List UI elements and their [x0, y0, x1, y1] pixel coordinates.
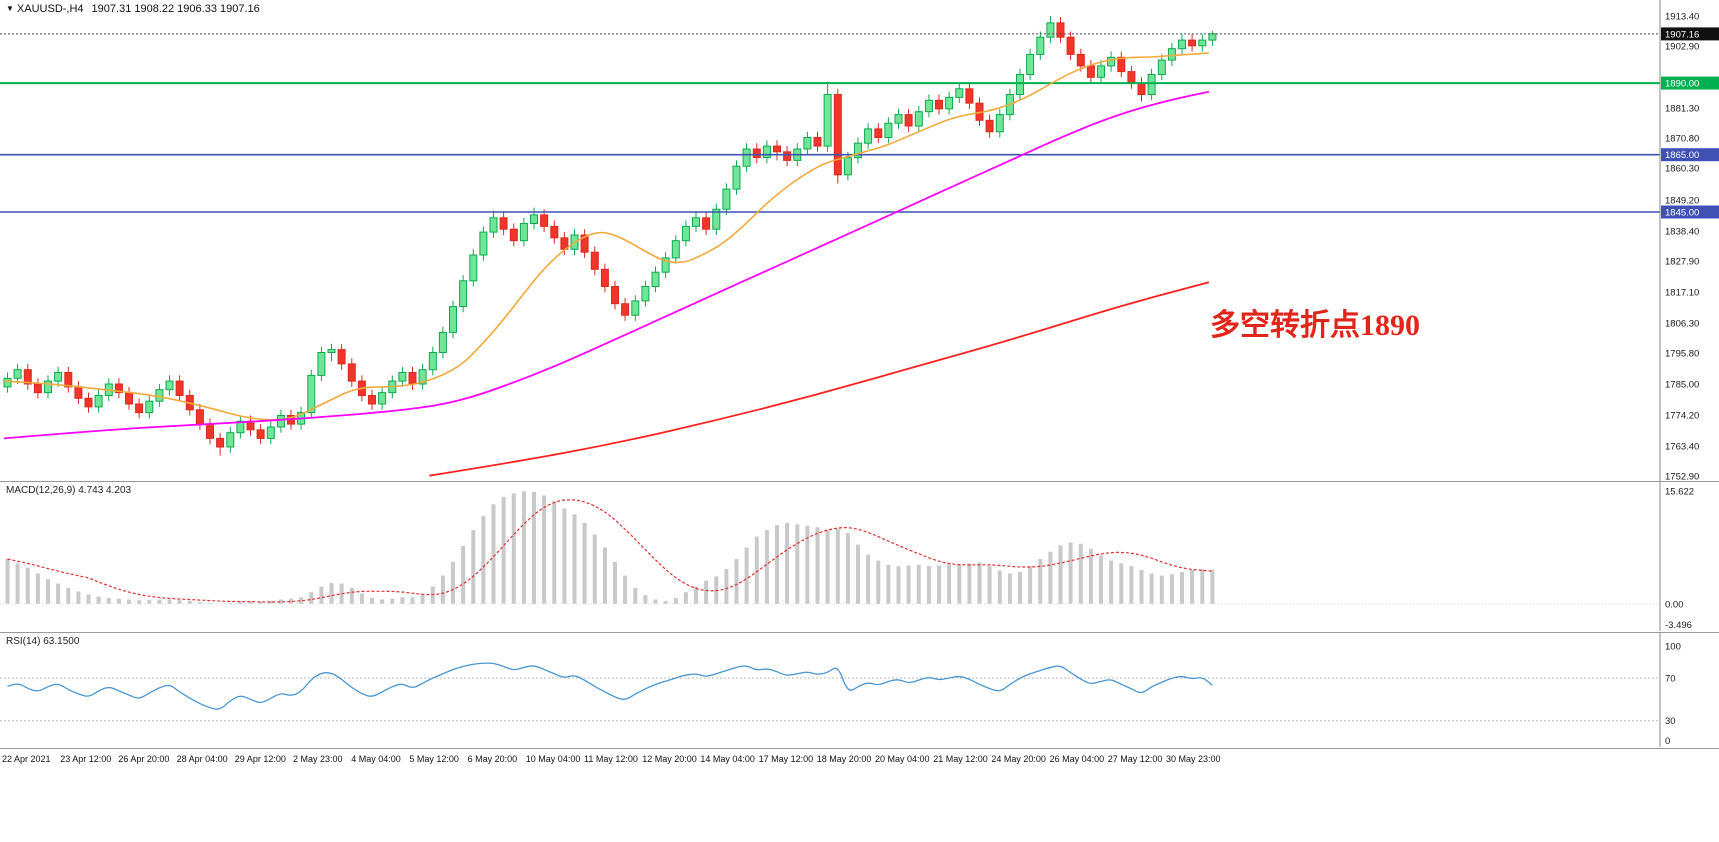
price-badge [1661, 76, 1719, 90]
time-label: 6 May 20:00 [467, 754, 518, 764]
svg-text:30: 30 [1665, 716, 1676, 727]
time-label: 26 Apr 20:00 [118, 754, 170, 764]
time-label: 27 May 12:00 [1107, 754, 1163, 764]
ma-mid-magenta [3, 90, 1210, 440]
time-label: 20 May 04:00 [875, 754, 930, 764]
time-label: 5 May 12:00 [409, 754, 459, 764]
svg-text:0: 0 [1665, 736, 1670, 747]
svg-text:1913.40: 1913.40 [1665, 12, 1699, 23]
svg-text:-3.496: -3.496 [1665, 620, 1692, 631]
time-label: 22 Apr 2021 [2, 754, 51, 764]
bottom-whitespace [0, 770, 1719, 842]
svg-text:1785.00: 1785.00 [1665, 380, 1699, 391]
time-label: 21 May 12:00 [933, 754, 988, 764]
time-label: 10 May 04:00 [525, 754, 581, 764]
symbol-timeframe-label: XAUUSD-,H4 [16, 3, 84, 15]
macd-axis[interactable]: 15.622 0.00 -3.496 [1659, 482, 1694, 631]
svg-text:1865.00: 1865.00 [1665, 150, 1699, 161]
svg-text:1890.00: 1890.00 [1665, 79, 1699, 90]
svg-text:1763.40: 1763.40 [1665, 441, 1699, 452]
rsi-label: RSI(14) 63.1500 [6, 636, 80, 647]
svg-text:1907.16: 1907.16 [1665, 29, 1699, 40]
symbol-marker-icon: ▼ [6, 4, 14, 13]
time-label: 28 Apr 04:00 [176, 754, 228, 764]
svg-text:70: 70 [1665, 674, 1676, 685]
time-label: 24 May 20:00 [991, 754, 1046, 764]
svg-text:0.00: 0.00 [1665, 599, 1684, 610]
time-label: 14 May 04:00 [700, 754, 755, 764]
ohlc-values: 1907.31 1908.22 1906.33 1907.16 [91, 3, 260, 15]
svg-text:1838.40: 1838.40 [1665, 226, 1699, 237]
rsi-canvas[interactable]: 100 70 30 0 [0, 633, 1719, 747]
svg-text:1845.00: 1845.00 [1665, 208, 1699, 219]
time-label: 2 May 23:00 [293, 754, 343, 764]
rsi-panel[interactable]: 100 70 30 0 RSI(14) 63.1500 [0, 632, 1719, 748]
price-badge [1661, 205, 1719, 219]
svg-text:1827.90: 1827.90 [1665, 257, 1699, 268]
candles-group [3, 16, 1217, 456]
svg-text:100: 100 [1665, 642, 1681, 653]
price-badge [1661, 148, 1719, 162]
price-badge [1661, 27, 1719, 41]
ma-slow-red [429, 281, 1210, 477]
time-label: 17 May 12:00 [758, 754, 814, 764]
rsi-line [7, 662, 1213, 710]
time-label: 18 May 20:00 [816, 754, 872, 764]
svg-text:1774.20: 1774.20 [1665, 410, 1699, 421]
time-label: 26 May 04:00 [1049, 754, 1105, 764]
svg-text:1795.80: 1795.80 [1665, 349, 1699, 360]
time-label: 29 Apr 12:00 [234, 754, 286, 764]
price-axis[interactable]: 1913.40 1902.90 1881.30 1870.80 1860.30 1849.… [1659, 0, 1719, 482]
svg-text:1870.80: 1870.80 [1665, 134, 1699, 145]
moving-averages-group [3, 52, 1210, 477]
macd-panel[interactable]: 15.622 0.00 -3.496 MACD(12,26,9) 4.743 4.2… [0, 481, 1719, 632]
macd-signal-line [7, 499, 1213, 603]
horizontal-level-lines[interactable] [0, 33, 1660, 213]
svg-text:1860.30: 1860.30 [1665, 164, 1699, 175]
rsi-axis[interactable]: 100 70 30 0 [1659, 633, 1681, 747]
time-axis[interactable]: 22 Apr 2021 23 Apr 12:00 26 Apr 20:00 28 Ap… [0, 748, 1719, 770]
annotation-text: 多空转折点1890 [1210, 309, 1420, 342]
macd-canvas[interactable]: 15.622 0.00 -3.496 [0, 482, 1719, 631]
svg-text:1849.20: 1849.20 [1665, 196, 1699, 207]
svg-text:1881.30: 1881.30 [1665, 104, 1699, 115]
svg-text:1806.30: 1806.30 [1665, 318, 1699, 329]
macd-histogram [5, 491, 1215, 604]
main-price-panel[interactable]: 1913.40 1902.90 1881.30 1870.80 1860.30 1849.… [0, 0, 1719, 481]
time-label: 11 May 12:00 [584, 754, 638, 764]
time-label: 12 May 20:00 [642, 754, 697, 764]
macd-label: MACD(12,26,9) 4.743 4.203 [6, 485, 132, 496]
svg-text:1752.90: 1752.90 [1665, 472, 1699, 482]
time-label: 30 May 23:00 [1166, 754, 1221, 764]
symbol-ohlc-header: ▼ XAUUSD-,H4 1907.31 1908.22 1906.33 1907.… [6, 3, 260, 15]
svg-text:1902.90: 1902.90 [1665, 42, 1699, 53]
time-label: 4 May 04:00 [351, 754, 401, 764]
price-chart-canvas[interactable]: 1913.40 1902.90 1881.30 1870.80 1860.30 1849.… [0, 0, 1719, 481]
svg-text:15.622: 15.622 [1665, 487, 1694, 498]
time-label: 23 Apr 12:00 [60, 754, 112, 764]
svg-text:1817.10: 1817.10 [1665, 288, 1699, 299]
ma-fast-orange [3, 52, 1209, 421]
